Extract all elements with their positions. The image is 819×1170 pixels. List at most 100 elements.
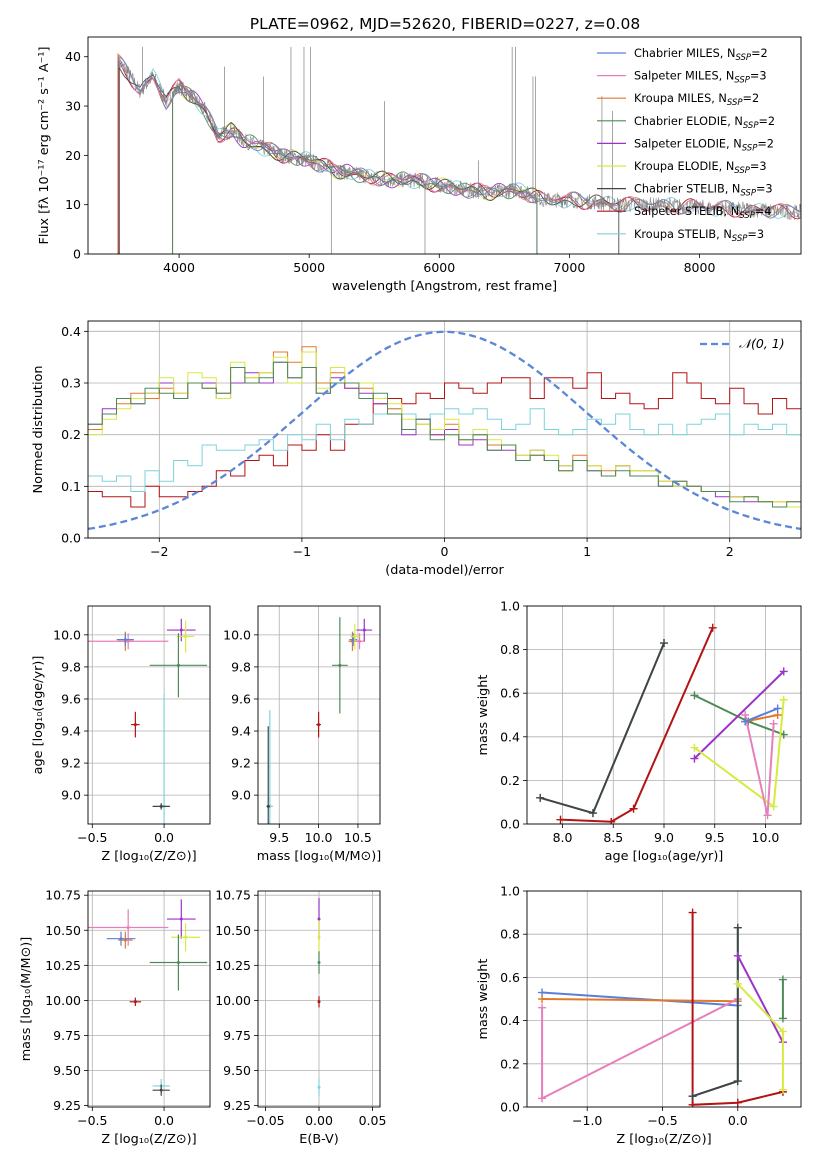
- x-tick-label: 4000: [163, 260, 195, 275]
- errorbar-marker: [176, 663, 180, 667]
- y-tick-label: 9.6: [61, 691, 81, 706]
- weight-marker: [741, 717, 750, 726]
- y-tick-label: 1.0: [500, 884, 520, 899]
- y-tick-label: 0.2: [500, 773, 520, 788]
- weight-series-line: [744, 707, 779, 723]
- errorbar-marker: [351, 638, 355, 642]
- legend-text: Salpeter STELIB, N: [634, 205, 739, 218]
- x-axis-label: Z [log₁₀(Z/Z⊙)]: [101, 1132, 196, 1147]
- legend-sub: SSP: [735, 53, 751, 63]
- weight-series-line: [736, 955, 784, 1043]
- errorbar-marker: [266, 804, 270, 808]
- legend-text: Salpeter ELODIE, N: [634, 137, 742, 150]
- errorbar-point: [88, 633, 169, 650]
- histogram-series: [88, 361, 801, 508]
- plot-area: [88, 330, 801, 531]
- errorbar-point: [129, 997, 142, 1007]
- y-axis-label: mass weight: [476, 959, 491, 1040]
- y-tick-label: 10.25: [45, 958, 81, 973]
- plot-area: [538, 908, 787, 1107]
- x-axis-label: (data-model)/error: [385, 563, 504, 578]
- y-tick-label: 9.2: [231, 756, 251, 771]
- plot-area: [88, 618, 208, 824]
- y-tick-label: 30: [65, 99, 81, 114]
- y-tick-label: 9.75: [53, 1028, 81, 1043]
- errorbar-marker: [123, 638, 127, 642]
- y-tick-label: 9.50: [53, 1063, 81, 1078]
- x-tick-label: 9.0: [654, 830, 674, 845]
- legend-entry: Kroupa ELODIE, NSSP=3: [634, 160, 767, 176]
- plot-area: [536, 623, 788, 824]
- x-axis-label: Z [log₁₀(Z/Z⊙)]: [101, 849, 196, 864]
- model-spectrum-line: [118, 55, 801, 254]
- y-tick-label: 0.4: [500, 729, 520, 744]
- errorbar-point: [317, 1078, 321, 1096]
- errorbar-marker: [338, 663, 342, 667]
- legend-text: Chabrier MILES, N: [634, 47, 735, 60]
- errorbar-point: [176, 620, 195, 653]
- gaussian-reference-line: [88, 330, 801, 531]
- legend-sub: SSP: [727, 98, 743, 108]
- y-tick-label: 0.4: [500, 1013, 520, 1028]
- x-tick-label: 10.0: [752, 830, 780, 845]
- panel-spectrum: 4000 5000 6000 7000 8000 0 10 20 30 40 wavelength …: [37, 36, 802, 294]
- weight-marker: [778, 1085, 787, 1094]
- weight-marker: [607, 817, 616, 824]
- errorbar-marker: [317, 723, 321, 727]
- y-tick-label: 40: [65, 49, 81, 64]
- weight-marker: [769, 802, 778, 811]
- errorbar-point: [166, 899, 196, 939]
- errorbar-marker: [317, 1000, 321, 1004]
- y-tick-label: 10.75: [215, 888, 251, 903]
- legend-text: Salpeter MILES, N: [634, 70, 734, 83]
- y-tick-label: 0.8: [500, 642, 520, 657]
- errorbar-marker: [119, 937, 123, 941]
- histogram-series: [88, 408, 801, 492]
- y-tick-label: 9.2: [61, 756, 81, 771]
- figure-title: PLATE=0962, MJD=52620, FIBERID=0227, z=0…: [250, 15, 640, 33]
- errorbar-marker: [358, 639, 362, 643]
- errorbar-point: [317, 996, 321, 1008]
- y-tick-label: 0.3: [61, 376, 81, 391]
- panel-ebv_mass: −0.05 0.00 0.05 9.25 9.50 9.75 10.00 10.25 10.50…: [215, 888, 386, 1147]
- errorbar-point: [149, 934, 208, 991]
- errorbar-point: [316, 711, 321, 738]
- weight-series-line: [539, 642, 665, 815]
- weight-marker: [773, 704, 782, 713]
- panel-z_age: −0.5 0.0 9.0 9.2 9.4 9.6 9.8 10.0 Z [log₁₀(Z/Z⊙)…: [31, 605, 211, 864]
- errorbar-point: [171, 923, 200, 952]
- weight-series-line: [542, 998, 738, 1003]
- x-tick-label: 10.0: [305, 830, 333, 845]
- y-tick-label: 0.0: [500, 817, 520, 832]
- x-tick-label: −2: [150, 544, 168, 559]
- errorbar-point: [131, 711, 140, 738]
- axes-frame: [87, 605, 211, 825]
- legend-entry: Salpeter ELODIE, NSSP=2: [634, 137, 774, 153]
- x-tick-label: 5000: [293, 260, 325, 275]
- weight-series-line: [693, 670, 785, 760]
- y-tick-label: 0.0: [500, 1100, 520, 1115]
- errorbar-point: [152, 1084, 170, 1096]
- weight-series-line: [541, 998, 739, 1101]
- x-tick-label: −0.5: [77, 830, 107, 845]
- errorbar-point: [317, 920, 321, 955]
- x-axis-label: wavelength [Angstrom, rest frame]: [332, 279, 557, 294]
- errorbar-point: [149, 633, 208, 698]
- y-tick-label: 10.00: [45, 993, 81, 1008]
- y-tick-label: 9.0: [231, 788, 251, 803]
- y-tick-label: 10: [65, 197, 81, 212]
- legend-text: Kroupa ELODIE, N: [634, 160, 734, 173]
- y-axis-label: Normed distribution: [31, 366, 46, 494]
- weight-series-line: [560, 627, 714, 823]
- weight-marker: [708, 623, 717, 632]
- x-tick-label: −0.5: [647, 1113, 677, 1128]
- errorbar-marker: [184, 634, 188, 638]
- legend-sub: SSP: [742, 143, 758, 153]
- legend-entry: 𝒩(0, 1): [739, 336, 785, 351]
- weight-series-line: [745, 714, 778, 723]
- y-tick-label: 0.2: [500, 1056, 520, 1071]
- y-tick-label: 9.0: [61, 788, 81, 803]
- y-tick-label: 9.8: [61, 659, 81, 674]
- weight-series-line: [542, 991, 738, 1007]
